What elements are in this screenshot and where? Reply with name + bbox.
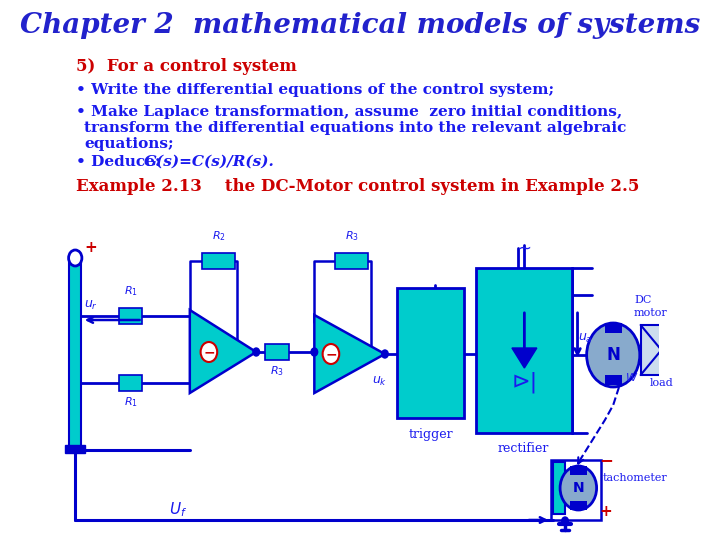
Bar: [335, 253, 369, 269]
Bar: [570, 501, 587, 510]
Bar: [120, 375, 143, 391]
Text: $R_2$: $R_2$: [212, 229, 226, 243]
Text: ⊳|: ⊳|: [511, 372, 538, 393]
Bar: [570, 466, 587, 475]
Bar: [554, 462, 565, 514]
Text: • Make Laplace transformation, assume  zero initial conditions,: • Make Laplace transformation, assume ze…: [76, 105, 622, 119]
Text: rectifier: rectifier: [498, 442, 549, 455]
Text: $u_r$: $u_r$: [84, 299, 99, 312]
Text: DC: DC: [634, 295, 652, 305]
Text: −: −: [203, 345, 215, 359]
Bar: [605, 323, 621, 333]
Circle shape: [562, 517, 568, 525]
Text: ~: ~: [518, 240, 531, 258]
Text: N: N: [572, 481, 584, 495]
Text: load: load: [649, 378, 673, 388]
Bar: [397, 288, 464, 418]
Text: +: +: [84, 240, 97, 255]
Text: W: W: [626, 373, 636, 383]
Text: −: −: [599, 451, 613, 469]
Text: −: −: [325, 347, 337, 361]
Text: $U_f$: $U_f$: [169, 501, 187, 519]
Circle shape: [323, 344, 339, 364]
Text: $R_1$: $R_1$: [124, 395, 138, 409]
Text: $R_3$: $R_3$: [345, 229, 359, 243]
Polygon shape: [190, 310, 256, 393]
Text: motor: motor: [634, 308, 667, 318]
Circle shape: [201, 342, 217, 362]
Text: equations;: equations;: [84, 137, 174, 151]
Circle shape: [311, 348, 318, 356]
Circle shape: [382, 350, 388, 358]
Bar: [641, 325, 682, 375]
Bar: [605, 375, 621, 385]
Text: $u_a$: $u_a$: [577, 332, 593, 345]
Text: Chapter 2  mathematical models of systems: Chapter 2 mathematical models of systems: [20, 12, 700, 39]
Bar: [202, 253, 235, 269]
Bar: [476, 268, 572, 433]
Text: trigger: trigger: [408, 428, 453, 441]
Text: tachometer: tachometer: [603, 473, 667, 483]
Circle shape: [253, 348, 259, 356]
Text: $R_3$: $R_3$: [270, 364, 284, 378]
Circle shape: [560, 466, 597, 510]
Circle shape: [587, 323, 640, 387]
Text: Example 2.13    the DC-Motor control system in Example 2.5: Example 2.13 the DC-Motor control system…: [76, 178, 639, 195]
Text: +: +: [599, 504, 612, 519]
Text: $u_k$: $u_k$: [372, 375, 388, 388]
Bar: [551, 460, 600, 520]
Text: • Write the differential equations of the control system;: • Write the differential equations of th…: [76, 83, 554, 97]
Bar: [66, 445, 85, 453]
Polygon shape: [512, 348, 537, 368]
Bar: [264, 344, 289, 360]
Circle shape: [68, 250, 82, 266]
Text: G(s)=C(s)/R(s).: G(s)=C(s)/R(s).: [144, 155, 275, 169]
Text: transform the differential equations into the relevant algebraic: transform the differential equations int…: [84, 121, 626, 135]
Text: • Deduce:: • Deduce:: [76, 155, 171, 169]
Bar: [120, 308, 143, 324]
Text: 5)  For a control system: 5) For a control system: [76, 58, 297, 75]
Text: N: N: [606, 346, 620, 364]
Polygon shape: [315, 315, 385, 393]
Bar: [69, 260, 81, 450]
Text: $R_1$: $R_1$: [124, 284, 138, 298]
